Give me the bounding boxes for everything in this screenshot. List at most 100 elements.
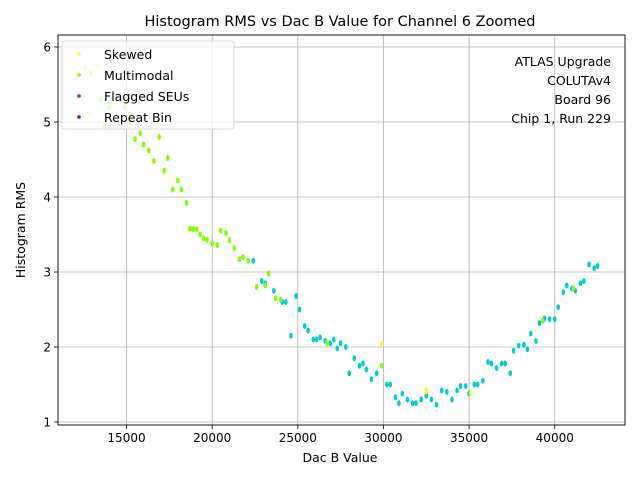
data-point-normal: [595, 263, 600, 269]
data-point-normal: [537, 320, 542, 326]
data-point-multimodal: [263, 282, 268, 289]
data-point-multimodal: [138, 130, 143, 137]
data-point-normal: [272, 287, 276, 294]
data-point-multimodal: [198, 231, 202, 238]
y-axis: 1 2 3 4 5 6: [43, 41, 58, 430]
data-point-normal: [357, 362, 362, 369]
data-point-normal: [410, 400, 415, 407]
data-point-normal: [472, 381, 477, 388]
data-point-normal: [582, 278, 586, 284]
data-point-normal: [405, 396, 410, 403]
data-point-normal: [369, 376, 374, 383]
data-point-normal: [508, 370, 513, 377]
data-point-multimodal: [232, 245, 237, 251]
data-point-normal: [364, 366, 369, 373]
y-axis-label: Histogram RMS: [13, 182, 28, 278]
data-point-normal: [475, 381, 480, 388]
data-point-normal: [335, 345, 340, 352]
data-point-normal: [499, 360, 504, 367]
data-point-normal: [547, 316, 552, 323]
data-point-normal: [494, 365, 499, 371]
data-point-normal: [429, 396, 434, 403]
x-tick-label: 30000: [364, 431, 402, 445]
annotation-line: COLUTAv4: [547, 73, 611, 88]
legend-label: Skewed: [104, 47, 152, 62]
data-point-normal: [556, 304, 560, 311]
data-point-normal: [260, 278, 264, 284]
data-point-normal: [347, 370, 352, 377]
data-point-normal: [516, 342, 521, 349]
data-point-normal: [297, 306, 302, 313]
data-point-multimodal: [227, 237, 232, 244]
y-tick-label: 2: [43, 341, 51, 355]
data-point-normal: [561, 289, 566, 296]
y-tick-label: 1: [43, 416, 51, 430]
y-tick-label: 3: [43, 266, 51, 280]
x-tick-label: 15000: [107, 431, 145, 445]
y-tick-label: 6: [43, 41, 51, 55]
data-point-normal: [525, 346, 530, 353]
data-point-normal: [331, 336, 336, 343]
data-point-multimodal: [571, 285, 576, 292]
data-point-normal: [374, 370, 379, 377]
data-point-normal: [361, 360, 365, 367]
data-point-skewed: [424, 388, 429, 395]
data-point-normal: [343, 344, 348, 350]
data-point-normal: [306, 327, 310, 334]
data-point-multimodal: [188, 225, 192, 232]
plot-frame: [57, 34, 626, 426]
grid: [58, 35, 625, 425]
data-point-normal: [311, 336, 316, 343]
data-point-normal: [450, 396, 454, 403]
y-tick-label: 4: [43, 191, 51, 205]
x-tick-label: 20000: [193, 431, 231, 445]
data-point-normal: [445, 389, 449, 395]
data-point-multimodal: [241, 254, 245, 260]
data-point-multimodal: [133, 136, 137, 143]
data-point-normal: [388, 381, 393, 388]
data-point-normal: [314, 336, 319, 343]
data-point-normal: [318, 334, 322, 341]
legend-marker: [77, 115, 81, 119]
data-point-normal: [424, 392, 429, 399]
y-tick-label: 5: [43, 116, 51, 130]
data-point-multimodal: [146, 147, 151, 154]
data-point-normal: [463, 383, 468, 389]
data-point-normal: [397, 400, 401, 407]
x-tick-label: 35000: [450, 431, 488, 445]
data-point-normal: [385, 381, 389, 388]
data-point-normal: [578, 280, 583, 287]
legend-marker: [77, 94, 81, 98]
chart-title: Histogram RMS vs Dac B Value for Channel…: [144, 14, 535, 30]
data-point-normal: [489, 360, 494, 367]
data-point-multimodal: [157, 134, 161, 140]
data-point-multimodal: [224, 230, 228, 236]
x-axis: 15000 20000 25000 30000 35000 40000: [107, 425, 574, 445]
data-point-multimodal: [176, 177, 180, 184]
data-point-normal: [284, 299, 288, 305]
data-point-skewed: [469, 390, 473, 397]
data-point-multimodal: [194, 226, 199, 233]
legend-label: Flagged SEUs: [104, 89, 189, 104]
data-point-normal: [352, 355, 357, 362]
data-point-multimodal: [273, 295, 278, 302]
legend: Skewed Multimodal Flagged SEUs Repeat Bin: [61, 40, 235, 130]
data-point-normal: [434, 401, 439, 408]
data-point-multimodal: [141, 141, 146, 148]
annotation-line: Chip 1, Run 229: [511, 111, 611, 126]
run-info-annotation: ATLAS Upgrade COLUTAv4 Board 96 Chip 1, Run…: [511, 54, 611, 126]
data-point-multimodal: [218, 227, 223, 234]
data-point-normal: [419, 396, 423, 403]
data-point-multimodal: [191, 226, 196, 233]
data-point-multimodal: [165, 155, 170, 161]
data-point-normal: [338, 340, 343, 347]
data-point-multimodal: [170, 186, 175, 193]
data-point-normal: [486, 359, 490, 365]
data-point-normal: [251, 257, 256, 264]
data-point-normal: [294, 293, 298, 299]
data-point-normal: [328, 340, 333, 347]
data-point-normal: [528, 330, 533, 337]
data-point-multimodal: [215, 242, 220, 248]
data-point-normal: [511, 347, 516, 354]
legend-label: Repeat Bin: [104, 110, 172, 125]
